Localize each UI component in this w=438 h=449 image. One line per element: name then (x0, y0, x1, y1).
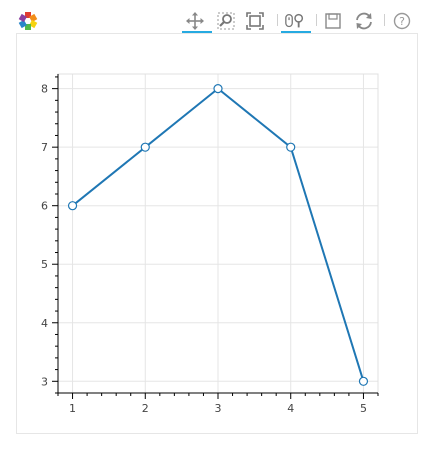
refresh-icon (356, 12, 372, 30)
x-tick-label: 1 (69, 402, 76, 415)
svg-text:?: ? (399, 15, 405, 28)
help-icon: ? (393, 12, 411, 30)
wheel-zoom-icon (285, 13, 304, 28)
pan-tool-active-indicator (182, 31, 212, 33)
help-tool-button[interactable]: ? (391, 10, 413, 32)
box-zoom-tool-button[interactable] (215, 10, 237, 32)
data-point[interactable] (140, 142, 150, 152)
data-point[interactable] (67, 201, 78, 211)
pan-tool-button[interactable] (184, 10, 206, 32)
y-tick-label: 7 (41, 141, 48, 154)
y-tick-label: 5 (41, 258, 48, 271)
wheel-zoom-tool-button[interactable] (284, 10, 306, 32)
series-layer (67, 84, 369, 386)
x-tick-label: 5 (360, 402, 367, 415)
toolbar-separator (316, 14, 317, 26)
x-tick-label: 4 (287, 402, 294, 415)
zoom-extents-icon (246, 12, 264, 30)
data-point[interactable] (286, 142, 296, 152)
y-tick-label: 4 (41, 317, 48, 330)
plot-frame (16, 33, 418, 434)
axes: 1 2 3 4 5 3 4 5 6 7 8 (41, 74, 379, 415)
toolbar-separator (277, 14, 278, 26)
wheel-zoom-tool-active-indicator (281, 31, 311, 33)
toolbar-separator (384, 14, 385, 26)
zoom-extents-tool-button[interactable] (244, 10, 266, 32)
y-tick-label: 6 (41, 200, 48, 213)
x-tick-label: 2 (142, 402, 149, 415)
bokeh-logo-icon[interactable] (17, 10, 39, 32)
move-icon (186, 12, 204, 30)
box-zoom-icon (217, 12, 235, 30)
data-point[interactable] (358, 376, 369, 386)
grid-lines (58, 74, 378, 393)
save-tool-button[interactable] (322, 10, 344, 32)
x-tick-label: 3 (215, 402, 222, 415)
reset-tool-button[interactable] (353, 10, 375, 32)
data-point[interactable] (213, 84, 223, 94)
toolbar: ? (0, 0, 438, 36)
y-tick-label: 8 (41, 83, 48, 96)
y-tick-label: 3 (41, 375, 48, 388)
save-icon (325, 13, 341, 29)
